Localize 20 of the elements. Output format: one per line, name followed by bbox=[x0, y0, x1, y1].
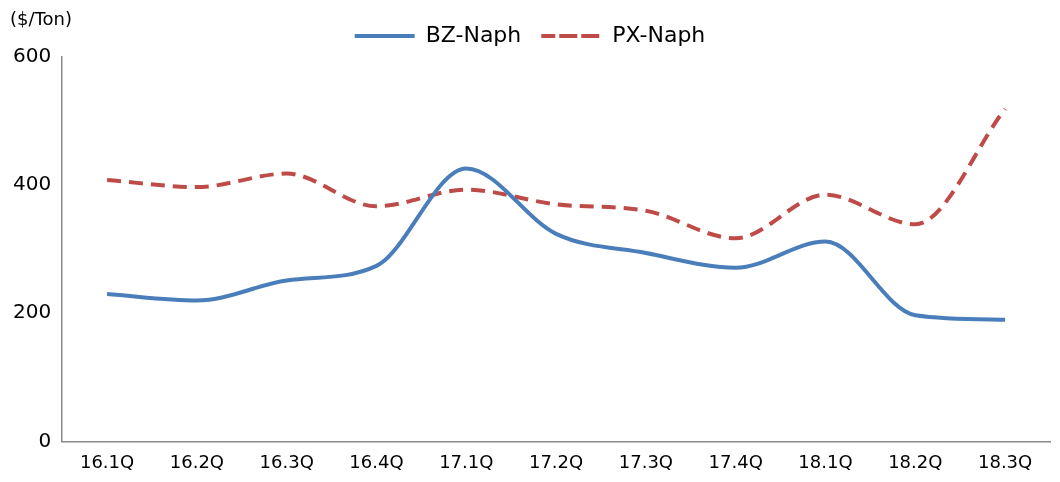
x-tick-label: 17.3Q bbox=[618, 450, 674, 472]
legend-label: PX-Naph bbox=[612, 21, 706, 47]
y-axis-title: ($/Ton) bbox=[10, 7, 72, 29]
x-tick-label: 17.4Q bbox=[708, 450, 763, 472]
y-tick-label: 400 bbox=[12, 171, 52, 196]
y-tick-label: 600 bbox=[12, 43, 52, 68]
line-series bbox=[105, 106, 1008, 241]
x-tick-label: 17.2Q bbox=[528, 450, 584, 472]
x-tick-label: 16.3Q bbox=[259, 450, 314, 472]
x-tick-label: 18.2Q bbox=[888, 450, 943, 472]
x-tick-label: 16.2Q bbox=[169, 450, 224, 472]
y-tick-label: 0 bbox=[38, 427, 52, 452]
x-tick-label: 17.1Q bbox=[439, 450, 494, 472]
x-tick-label: 18.3Q bbox=[977, 450, 1033, 472]
x-tick-label: 16.1Q bbox=[79, 450, 135, 472]
x-tick-label: 18.1Q bbox=[798, 450, 853, 472]
legend-label: BZ-Naph bbox=[425, 21, 522, 47]
line-series bbox=[105, 166, 1008, 322]
y-tick-label: 200 bbox=[12, 299, 52, 324]
x-tick-label: 16.4Q bbox=[349, 450, 404, 472]
